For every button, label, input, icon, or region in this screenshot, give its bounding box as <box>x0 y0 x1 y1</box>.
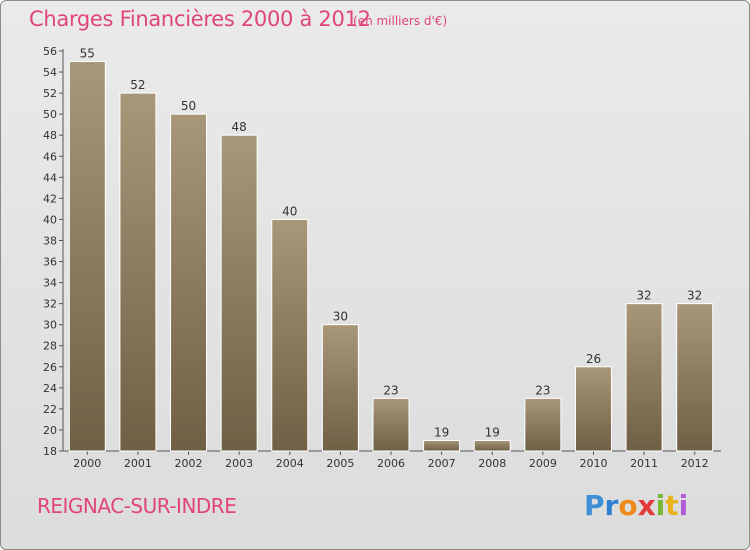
y-tick-label: 54 <box>43 66 57 79</box>
y-tick-label: 26 <box>43 361 57 374</box>
chart-subtitle: (en milliers d'€) <box>353 14 448 28</box>
x-tick-label: 2011 <box>630 457 658 470</box>
bar-value-label: 23 <box>383 383 398 397</box>
axes: 18 20 22 24 26 28 30 32 34 36 38 40 42 44 46 48 50 52 54 56 <box>43 45 721 458</box>
bar <box>119 92 157 452</box>
x-tick-label: 2012 <box>681 457 709 470</box>
x-tick-label: 2007 <box>428 457 456 470</box>
bar <box>574 366 612 452</box>
x-tick-label: 2009 <box>529 457 557 470</box>
y-tick-label: 18 <box>43 445 57 458</box>
y-tick-label: 40 <box>43 213 57 226</box>
bar-value-label: 30 <box>333 310 348 324</box>
y-tick-label: 34 <box>43 277 57 290</box>
bar <box>524 397 562 452</box>
bar <box>68 61 106 452</box>
y-tick-label: 44 <box>43 171 57 184</box>
bar <box>321 324 359 452</box>
bars <box>68 61 714 452</box>
bar-value-label: 19 <box>485 425 500 439</box>
bar-value-label: 40 <box>282 204 297 218</box>
y-tick-label: 48 <box>43 129 57 142</box>
y-tick-label: 32 <box>43 298 57 311</box>
bar-value-label: 32 <box>687 289 702 303</box>
x-tick-label: 2004 <box>276 457 304 470</box>
chart-title: Charges Financières 2000 à 2012 <box>29 7 371 31</box>
y-tick-label: 56 <box>43 45 57 58</box>
y-tick-label: 22 <box>43 403 57 416</box>
bar <box>372 397 410 452</box>
y-tick-label: 20 <box>43 424 57 437</box>
x-tick-label: 2010 <box>579 457 607 470</box>
x-tick-label: 2000 <box>73 457 101 470</box>
y-tick-label: 36 <box>43 256 57 269</box>
y-tick-label: 38 <box>43 234 57 247</box>
x-tick-label: 2006 <box>377 457 405 470</box>
bar <box>676 303 714 452</box>
y-tick-label: 46 <box>43 150 57 163</box>
bar-value-label: 19 <box>434 425 449 439</box>
bar <box>271 218 309 452</box>
bar-value-label: 52 <box>130 78 145 92</box>
y-tick-label: 30 <box>43 319 57 332</box>
y-tick-label: 28 <box>43 340 57 353</box>
y-tick-label: 24 <box>43 382 57 395</box>
bar-value-label: 23 <box>535 383 550 397</box>
bar <box>423 439 461 452</box>
bar-value-label: 26 <box>586 352 601 366</box>
x-tick-label: 2003 <box>225 457 253 470</box>
x-tick-label: 2008 <box>478 457 506 470</box>
proxiti-logo[interactable]: Proxiti <box>584 489 689 522</box>
data-labels: 55 2000 52 2001 50 2002 48 2003 40 2004 30 2005 23 20… <box>73 47 708 470</box>
x-tick-label: 2001 <box>124 457 152 470</box>
y-tick-label: 50 <box>43 108 57 121</box>
bar-value-label: 48 <box>232 120 247 134</box>
x-tick-label: 2002 <box>175 457 203 470</box>
bar <box>170 113 208 452</box>
y-tick-label: 42 <box>43 192 57 205</box>
bar <box>473 439 511 452</box>
bar <box>220 134 258 452</box>
bar-value-label: 55 <box>80 47 95 61</box>
bar-value-label: 32 <box>636 289 651 303</box>
x-tick-label: 2005 <box>326 457 354 470</box>
bar-value-label: 50 <box>181 99 196 113</box>
city-name: REIGNAC-SUR-INDRE <box>37 494 237 518</box>
y-tick-label: 52 <box>43 87 57 100</box>
bar <box>625 303 663 452</box>
